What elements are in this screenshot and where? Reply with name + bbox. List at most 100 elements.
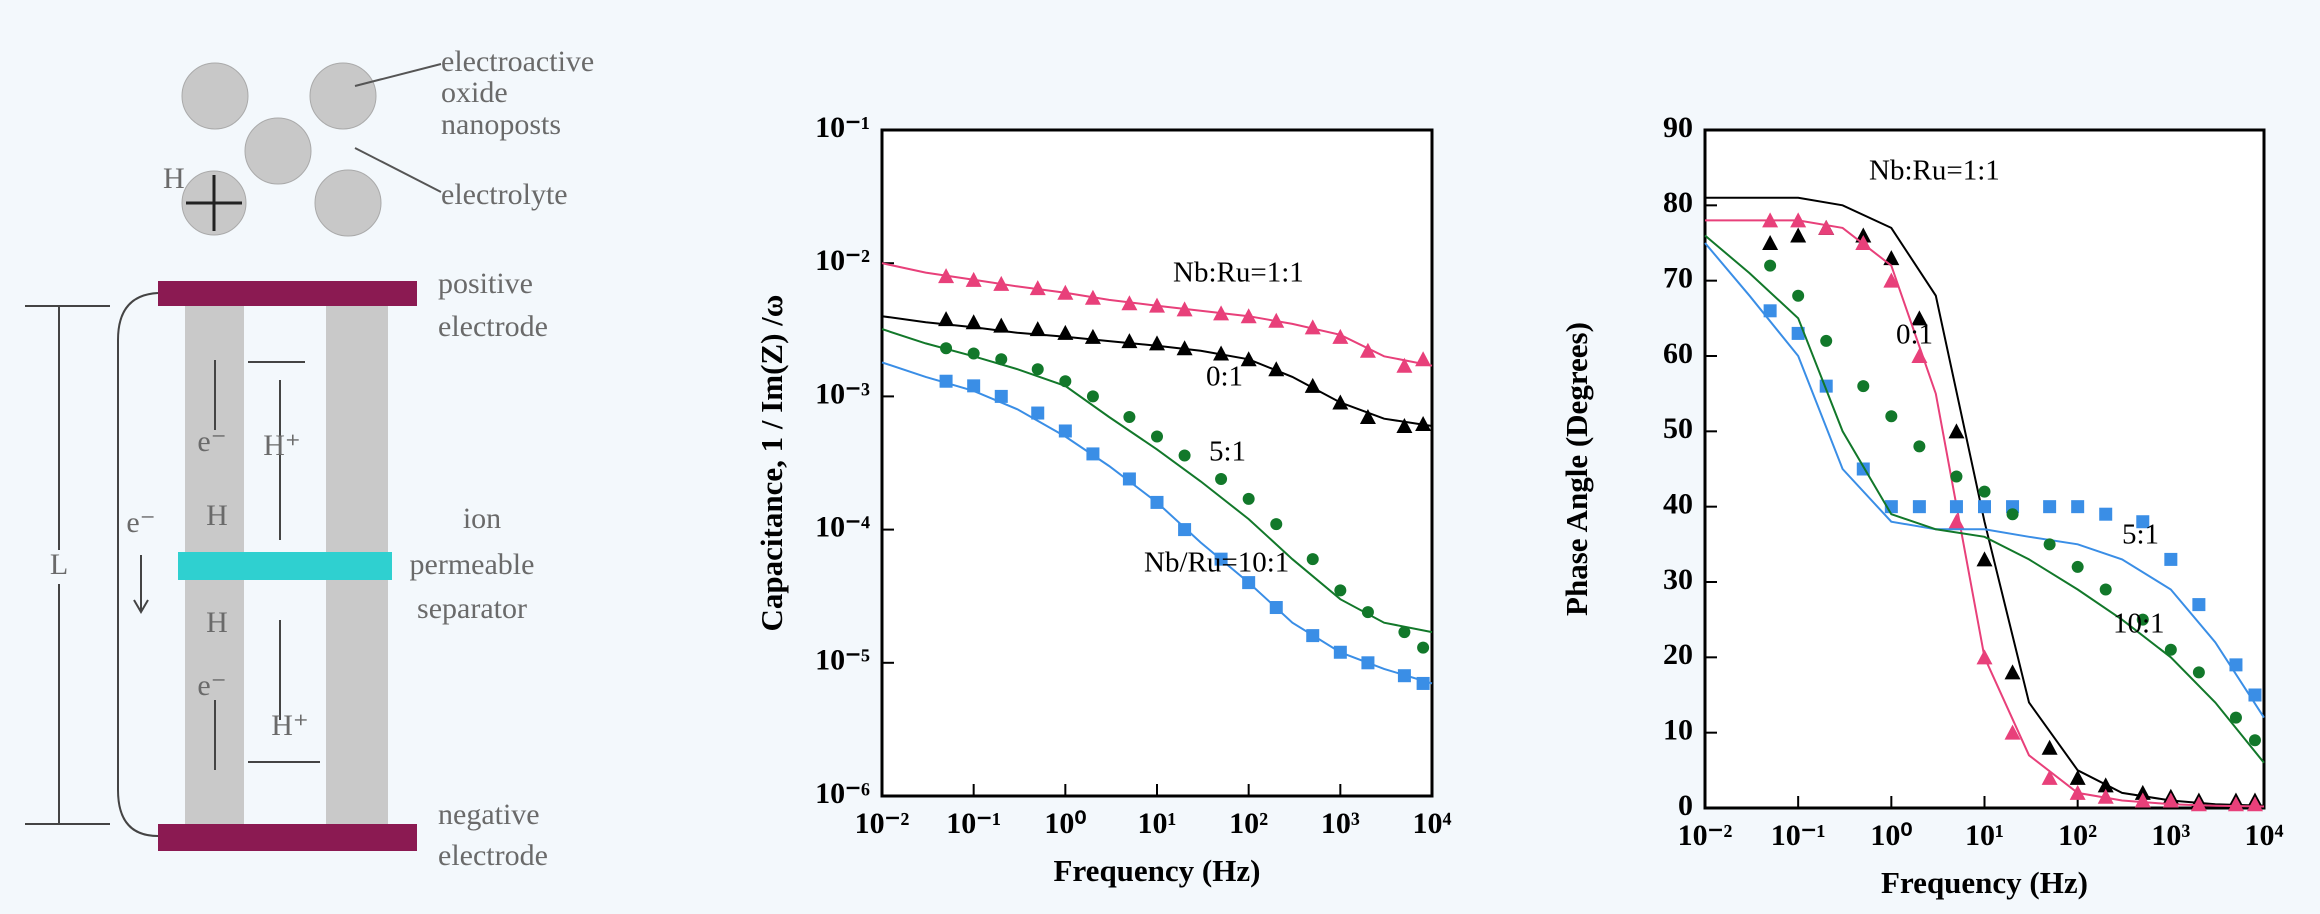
data-point <box>1976 649 1993 665</box>
electrolyte-label: electrolyte <box>441 178 568 211</box>
data-point <box>1359 342 1376 358</box>
data-point <box>1084 289 1101 305</box>
data-point <box>2043 538 2056 551</box>
data-point <box>2248 734 2261 747</box>
data-point <box>993 317 1010 333</box>
data-point <box>1855 227 1872 243</box>
data-point <box>2006 508 2019 521</box>
series-label: Nb:Ru=1:1 <box>1869 155 2000 187</box>
data-point <box>1398 626 1411 639</box>
data-point <box>1242 576 1256 590</box>
series-label: 10:1 <box>2113 608 2165 640</box>
y-axis-title: Capacitance, 1 / Im(Z) /ω <box>754 295 789 632</box>
data-point <box>1764 259 1777 272</box>
data-point <box>1855 235 1872 250</box>
negative-electrode-label: negative <box>438 798 540 831</box>
y-tick-label: 10⁻² <box>815 244 870 277</box>
data-point <box>1333 645 1347 659</box>
x-tick-label: 10⁻² <box>1678 819 1733 852</box>
schematic: H electroactive oxide nanoposts electrol… <box>25 45 594 872</box>
inner-label: H <box>206 606 228 639</box>
x-tick-label: 10⁻¹ <box>946 807 1001 840</box>
data-point <box>1031 363 1044 376</box>
data-point <box>2004 664 2021 680</box>
series-label: 5:1 <box>2122 519 2159 551</box>
data-point <box>1084 328 1101 344</box>
y-tick-label: 90 <box>1663 111 1693 144</box>
data-point <box>2041 769 2058 785</box>
nanopost <box>309 62 377 130</box>
data-point <box>2041 739 2058 755</box>
data-point <box>1213 305 1230 321</box>
data-point <box>1176 340 1193 356</box>
x-tick-label: 10⁰ <box>1870 819 1912 852</box>
data-point <box>1883 272 1900 288</box>
leader-line <box>354 147 442 193</box>
x-tick-label: 10³ <box>2151 819 2190 852</box>
data-point <box>1178 449 1191 462</box>
data-point <box>2246 796 2263 812</box>
data-point <box>1792 289 1805 302</box>
data-point <box>2227 796 2244 812</box>
fit-line <box>1704 234 2265 764</box>
y-tick-label: 10⁻⁶ <box>815 777 870 810</box>
separator <box>178 552 392 580</box>
data-point <box>2248 688 2262 702</box>
nanoposts-label: electroactive <box>441 45 594 78</box>
data-point <box>1121 333 1138 349</box>
data-point <box>995 353 1008 366</box>
data-point <box>994 389 1008 403</box>
data-point <box>1214 552 1228 566</box>
positive-electrode <box>158 281 417 306</box>
data-point <box>1057 324 1074 340</box>
data-point <box>1151 430 1163 443</box>
separator-label: separator <box>417 592 527 625</box>
data-point <box>1268 361 1285 377</box>
y-tick-label: 40 <box>1663 488 1693 521</box>
data-point <box>1415 416 1432 432</box>
data-point <box>1416 676 1430 690</box>
data-point <box>1149 297 1165 313</box>
data-point <box>967 347 980 360</box>
series-label: Nb:Ru=1:1 <box>1173 257 1304 289</box>
data-point <box>2043 500 2057 514</box>
data-point <box>1029 280 1046 296</box>
length-label: L <box>50 548 68 581</box>
x-axis-title: Frequency (Hz) <box>1054 853 1261 888</box>
data-point <box>1057 284 1074 300</box>
data-point <box>938 268 955 284</box>
data-point <box>1912 500 1926 514</box>
data-point <box>1397 669 1411 683</box>
separator-label: permeable <box>410 548 535 581</box>
data-point <box>1086 390 1099 403</box>
x-tick-label: 10³ <box>1321 807 1360 840</box>
x-tick-label: 10⁰ <box>1044 807 1086 840</box>
nanoposts-label: oxide <box>441 76 508 109</box>
data-point <box>1791 326 1805 340</box>
data-point <box>1242 492 1255 505</box>
data-point <box>1818 219 1835 235</box>
series-label: 5:1 <box>1209 436 1246 468</box>
data-point <box>939 374 953 388</box>
y-tick-label: 30 <box>1663 563 1693 596</box>
y-tick-label: 70 <box>1663 262 1693 295</box>
y-tick-label: 10⁻³ <box>815 377 870 410</box>
data-point <box>2099 583 2112 596</box>
data-point <box>1215 472 1228 485</box>
data-point <box>1304 319 1321 335</box>
data-point <box>1359 409 1376 425</box>
nanoposts-label: nanoposts <box>441 108 561 141</box>
positive-electrode-label: electrode <box>438 310 548 343</box>
data-point <box>1058 424 1072 438</box>
data-point <box>1950 470 1963 483</box>
inner-label: H⁺ <box>263 429 301 462</box>
data-point <box>2164 552 2178 566</box>
data-point <box>1361 606 1374 619</box>
nanopost <box>244 117 312 185</box>
fit-line <box>1704 242 2265 719</box>
data-point <box>1086 447 1100 461</box>
y-tick-label: 60 <box>1663 337 1693 370</box>
data-point <box>2192 598 2206 612</box>
data-point <box>1762 212 1779 228</box>
